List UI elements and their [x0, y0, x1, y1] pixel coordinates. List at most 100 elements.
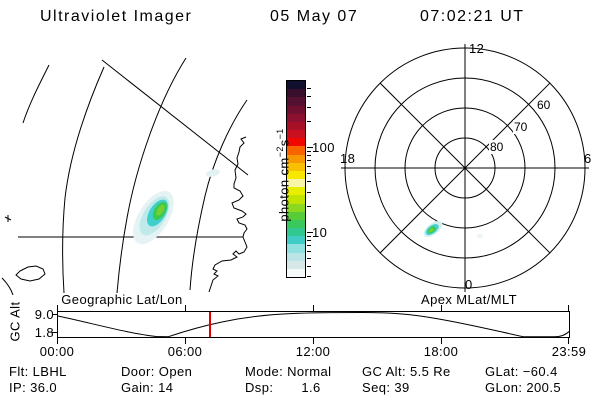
colorbar-band [287, 260, 305, 269]
colorbar-band [287, 203, 305, 212]
tick-mark [185, 305, 186, 311]
timeline-ylabel: GC Alt [7, 301, 23, 342]
coastline-main [208, 136, 248, 293]
tick-mark [307, 106, 311, 108]
tick-mark [57, 338, 58, 344]
tick-mark [307, 191, 311, 193]
grid-arc [116, 57, 187, 294]
xtick-0000: 00:00 [39, 344, 75, 359]
xtick-1800: 18:00 [423, 344, 459, 359]
unit-mid: s [276, 139, 292, 147]
colorbar-tick-label-10: 10 [312, 225, 328, 240]
colorbar-band [287, 211, 305, 220]
status-gc-alt: GC Alt: 5.5 Re [362, 364, 451, 379]
colorbar-band [287, 154, 305, 163]
xtick-1200: 12:00 [295, 344, 331, 359]
gc-alt-curve [58, 312, 569, 337]
coastline-mark [4, 215, 12, 222]
mlt-label-6: 6 [584, 151, 592, 166]
gc-alt-path [58, 312, 569, 337]
xtick-0600: 06:00 [167, 344, 203, 359]
tick-mark [307, 166, 311, 167]
unit-prefix: photon cm [276, 157, 292, 222]
tick-mark [52, 313, 57, 315]
tick-mark [307, 240, 311, 242]
status-ip: IP: 36.0 [9, 380, 58, 395]
colorbar-band [287, 268, 305, 278]
grid-diagonal [101, 59, 249, 176]
timeline-ymin: 1.8 [34, 325, 54, 340]
polar-faint-dot [477, 234, 483, 238]
grid-arc [22, 64, 50, 124]
status-gain: Gain: 14 [121, 380, 174, 395]
colorbar-band [287, 105, 305, 114]
geographic-map-plot [1, 57, 249, 295]
tick-mark [313, 338, 314, 344]
colorbar-band [287, 89, 305, 98]
colorbar-band [287, 236, 305, 245]
tick-mark [307, 87, 311, 89]
map-caption: Geographic Lat/Lon [61, 292, 183, 307]
unit-exp2: −1 [275, 128, 285, 140]
colorbar-band [287, 130, 305, 139]
mlt-label-12: 12 [469, 41, 485, 56]
aurora-blob [133, 190, 174, 245]
status-dsp: Dsp: 1.6 [245, 380, 321, 395]
status-flt: Flt: LBHL [9, 364, 67, 379]
tick-mark [307, 160, 311, 162]
mlat-label-60: 60 [536, 98, 552, 112]
tick-mark [52, 331, 57, 333]
tick-mark [307, 257, 311, 259]
aurora-blob-core [156, 204, 165, 216]
mlt-diagonal-sw-ne [379, 82, 551, 254]
tick-mark [568, 338, 569, 344]
mlt-label-18: 18 [340, 151, 356, 166]
colorbar-band [287, 138, 305, 147]
tick-mark [307, 245, 311, 247]
timeline-plot-box [57, 311, 570, 338]
polar-blob-core [429, 228, 434, 233]
polar-aurora-blob [423, 221, 443, 237]
tick-mark [307, 95, 311, 97]
colorbar-band [287, 113, 305, 122]
tick-mark [307, 147, 313, 148]
tick-mark [57, 305, 58, 311]
tick-mark [307, 121, 311, 123]
header-date: 05 May 07 [270, 8, 359, 25]
aurora-faint-smudge [206, 169, 220, 177]
colorbar-bands [286, 80, 306, 278]
colorbar-unit-label: photon cm−2s−1 [260, 108, 291, 258]
status-seq: Seq: 39 [362, 380, 410, 395]
colorbar-tick-label-100: 100 [312, 140, 335, 155]
status-glat: GLat: −60.4 [485, 364, 558, 379]
colorbar-band [287, 81, 305, 90]
colorbar-band [287, 146, 305, 155]
colorbar-band [287, 121, 305, 131]
colorbar-band [287, 195, 305, 204]
unit-exp1: −2 [275, 146, 285, 158]
tick-mark [441, 338, 442, 344]
tick-mark [313, 305, 314, 311]
tick-mark [307, 206, 311, 208]
colorbar-band [287, 97, 305, 106]
map-grid [18, 57, 249, 294]
tick-mark [568, 305, 569, 311]
colorbar-band [287, 179, 305, 188]
colorbar-band [287, 228, 305, 237]
colorbar-band [287, 170, 305, 180]
polar-mlat-mlt-plot [341, 44, 589, 292]
tick-mark [307, 172, 311, 174]
tick-mark [307, 180, 311, 182]
colorbar-band [287, 162, 305, 171]
colorbar-band [287, 244, 305, 253]
colorbar-band [287, 187, 305, 196]
status-mode: Mode: Normal [245, 364, 332, 379]
mlat-label-70: 70 [513, 120, 529, 134]
coastline-island [15, 265, 46, 282]
tick-mark [307, 232, 313, 233]
current-time-cursor [209, 312, 211, 337]
grid-arc [189, 99, 248, 291]
tick-mark [307, 265, 311, 267]
polar-caption: Apex MLat/MLT [421, 292, 517, 307]
